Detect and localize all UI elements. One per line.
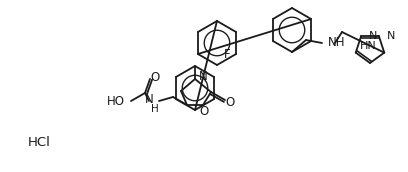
Text: N: N — [387, 31, 395, 41]
Text: HCl: HCl — [28, 137, 51, 149]
Text: O: O — [151, 71, 160, 83]
Text: N: N — [199, 69, 208, 83]
Text: H: H — [151, 104, 159, 114]
Text: F: F — [224, 47, 230, 61]
Text: O: O — [200, 105, 208, 117]
Text: N: N — [369, 31, 377, 41]
Text: N: N — [145, 93, 154, 105]
Text: HO: HO — [107, 94, 125, 108]
Text: NH: NH — [328, 35, 346, 49]
Text: O: O — [225, 95, 235, 109]
Text: HN: HN — [360, 41, 377, 51]
